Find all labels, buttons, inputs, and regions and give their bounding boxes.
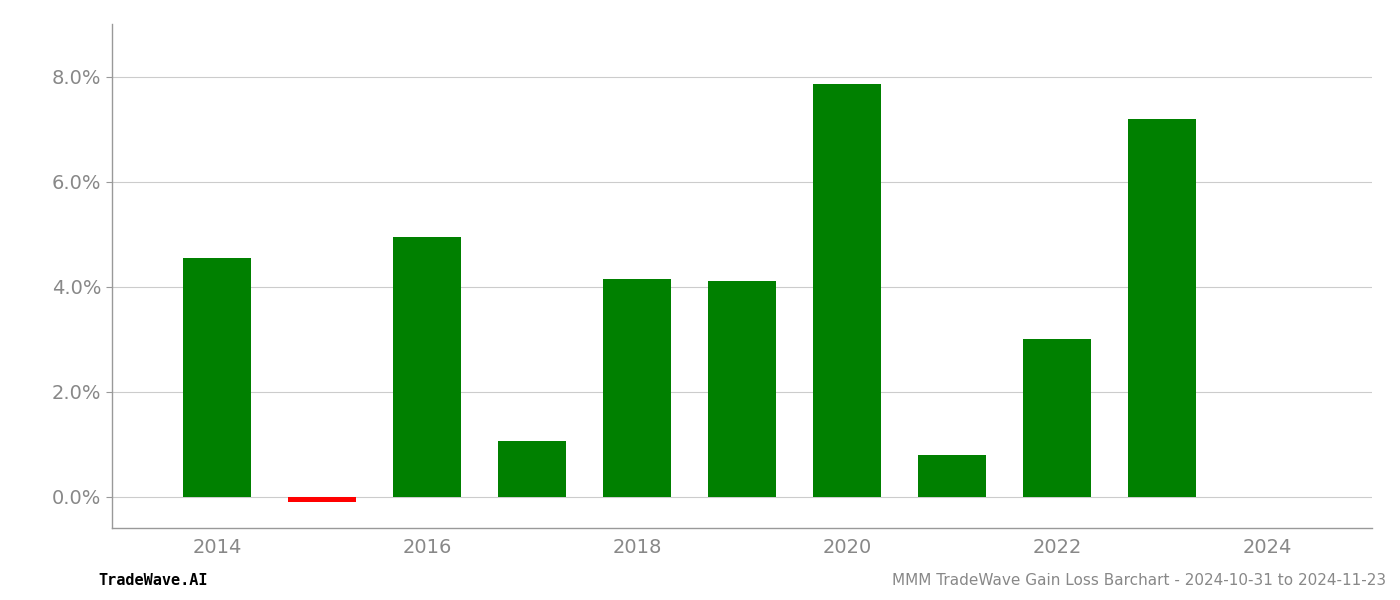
Bar <box>498 442 566 497</box>
Bar <box>1128 119 1196 497</box>
Bar <box>288 497 356 502</box>
Bar <box>918 455 986 497</box>
Bar <box>813 85 881 497</box>
Text: TradeWave.AI: TradeWave.AI <box>98 573 207 588</box>
Bar <box>708 281 776 497</box>
Text: MMM TradeWave Gain Loss Barchart - 2024-10-31 to 2024-11-23: MMM TradeWave Gain Loss Barchart - 2024-… <box>892 573 1386 588</box>
Bar <box>183 257 251 497</box>
Bar <box>1023 339 1091 497</box>
Bar <box>393 236 461 497</box>
Bar <box>603 278 671 497</box>
